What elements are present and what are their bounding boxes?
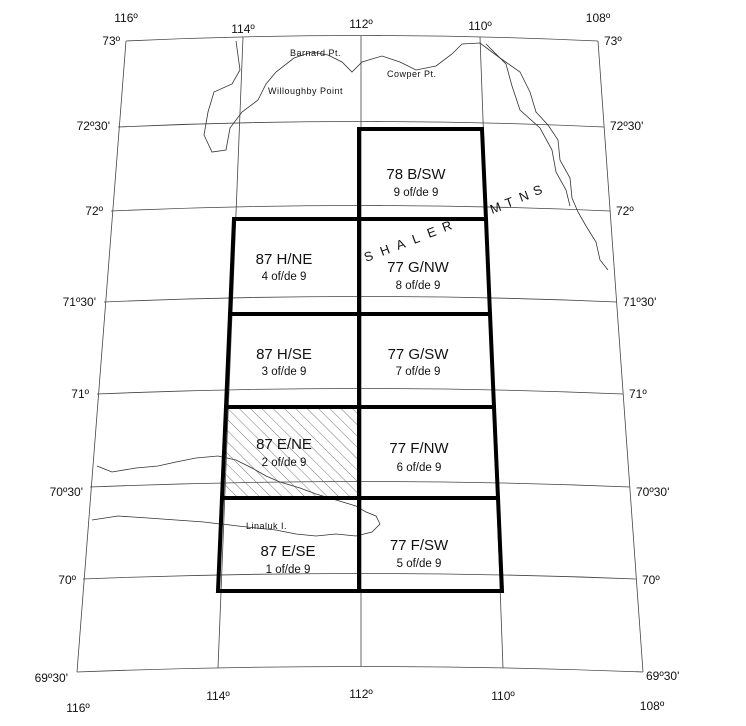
coast-east (485, 43, 571, 207)
sheet-number: 5 of/de 9 (397, 558, 442, 570)
lat-left-71: 71º (71, 387, 89, 401)
place-willoughby-point: Willoughby Point (268, 86, 343, 96)
lat-right-71-30: 71º30' (623, 295, 656, 309)
parallel-73 (125, 35, 599, 42)
sheet-name: 87 E/NE (256, 436, 312, 453)
place-cowper-pt: Cowper Pt. (387, 69, 437, 79)
mtn-letter: H (378, 241, 393, 259)
parallel-72-30 (117, 121, 605, 128)
coast-north (203, 40, 609, 271)
lat-left-70-30: 70º30' (50, 485, 83, 499)
sheet-name: 87 E/SE (260, 543, 315, 560)
place-linaluk-i: Linaluk I. (246, 521, 287, 531)
sheet-87h-ne[interactable]: 87 H/NE 4 of/de 9 (227, 217, 361, 316)
mtn-letter: L (410, 230, 423, 247)
lon-top-110: 110º (468, 19, 492, 33)
sheet-number: 1 of/de 9 (266, 564, 311, 576)
parallel-69-30 (76, 666, 644, 673)
lon-top-112: 112º (349, 17, 373, 31)
mtn-letter: E (425, 223, 439, 240)
sheet-77f-sw[interactable]: 77 F/SW 5 of/de 9 (357, 496, 505, 593)
lon-bottom-112: 112º (349, 687, 373, 701)
lat-left-72-30: 72º30' (77, 119, 110, 133)
sheet-number: 7 of/de 9 (396, 366, 441, 378)
sheet-name: 87 H/SE (256, 346, 312, 363)
sheet-name: 78 B/SW (386, 166, 446, 183)
lat-right-73: 73º (604, 34, 622, 48)
meridian-116 (76, 40, 127, 673)
sheet-77g-nw[interactable]: 77 G/NW 8 of/de 9 (357, 217, 493, 316)
lat-right-70: 70º (642, 573, 660, 587)
lon-top-116: 116º (114, 11, 138, 25)
mtn-letter: A (394, 235, 408, 252)
place-barnard-pt: Barnard Pt. (290, 48, 341, 58)
degree-labels: 116º 114º 112º 110º 108º 116º 114º 112º … (35, 11, 680, 715)
sheet-87e-ne[interactable]: 87 E/NE 2 of/de 9 (219, 405, 361, 500)
sheet-87h-se[interactable]: 87 H/SE 3 of/de 9 (223, 312, 361, 409)
lat-right-72-30: 72º30' (610, 119, 643, 133)
mtn-letter: R (440, 217, 455, 235)
lat-right-69-30: 69º30' (646, 669, 679, 683)
sheet-name: 77 G/SW (388, 346, 450, 363)
lon-top-108: 108º (586, 11, 611, 25)
meridian-114 (217, 36, 244, 669)
sheet-name: 87 H/NE (256, 251, 313, 268)
sheet-name: 77 F/SW (390, 537, 449, 554)
sheet-hatch-fill (222, 407, 359, 498)
sheet-number: 4 of/de 9 (262, 271, 307, 283)
lon-bottom-108: 108º (640, 699, 665, 713)
sheet-name: 77 F/NW (389, 440, 449, 457)
sheet-name: 77 G/NW (387, 259, 450, 276)
mtn-letter: T (503, 194, 517, 211)
lat-right-70-30: 70º30' (636, 485, 669, 499)
mtn-letter: S (362, 247, 376, 264)
meridian-108 (597, 40, 644, 673)
lon-bottom-116: 116º (66, 701, 90, 715)
sheet-number: 6 of/de 9 (397, 462, 442, 474)
lat-left-69-30: 69º30' (35, 671, 68, 685)
sheet-number: 8 of/de 9 (396, 280, 441, 292)
sheet-87e-se[interactable]: 87 E/SE 1 of/de 9 (215, 496, 361, 593)
lat-left-70: 70º (58, 573, 76, 587)
sheet-number: 9 of/de 9 (394, 187, 439, 199)
lon-bottom-114: 114º (206, 689, 230, 703)
sheet-outline (357, 496, 505, 593)
mtn-letter: N (517, 187, 532, 205)
mtn-letter: S (531, 181, 545, 198)
mtn-letter: M (488, 199, 504, 217)
sheet-number: 3 of/de 9 (262, 366, 307, 378)
lon-top-114: 114º (231, 22, 255, 36)
sheet-77g-sw[interactable]: 77 G/SW 7 of/de 9 (357, 312, 497, 409)
sheet-grid: 78 B/SW 9 of/de 9 87 H/NE 4 of/de 9 77 G… (215, 127, 505, 593)
lat-right-72: 72º (616, 204, 634, 218)
lat-right-71: 71º (629, 387, 647, 401)
lat-left-73: 73º (102, 34, 120, 48)
lon-bottom-110: 110º (491, 689, 515, 703)
coast-south-inner (91, 515, 221, 525)
lat-left-72: 72º (85, 204, 103, 218)
sheet-number: 2 of/de 9 (262, 457, 307, 469)
shaler-mtns-label: S H A L E R M T N S (362, 181, 545, 264)
place-names: Barnard Pt. Cowper Pt. Willoughby Point … (246, 48, 437, 531)
sheet-77f-nw[interactable]: 77 F/NW 6 of/de 9 (357, 405, 501, 500)
lat-left-71-30: 71º30' (63, 295, 96, 309)
